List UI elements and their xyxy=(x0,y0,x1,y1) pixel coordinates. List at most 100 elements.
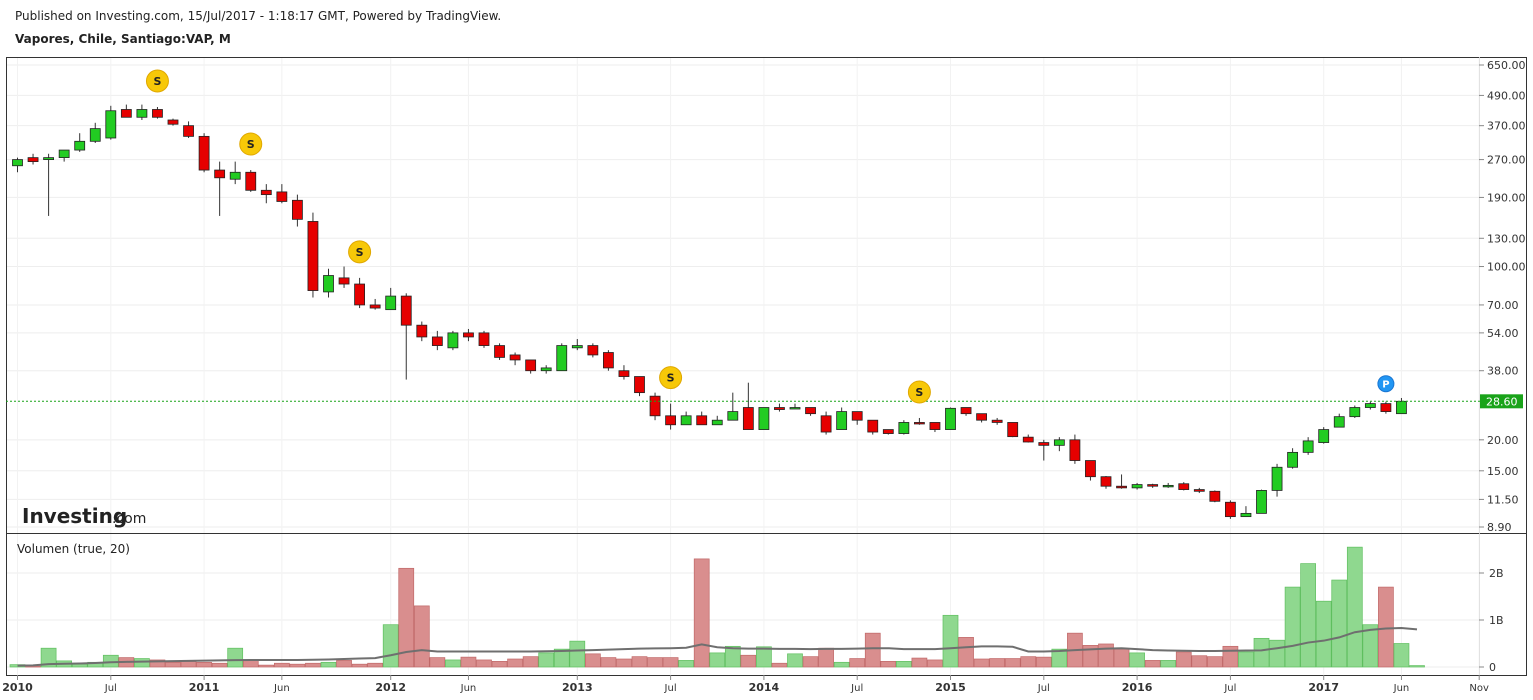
candle-body xyxy=(945,407,956,430)
candle-body xyxy=(431,336,443,346)
candle-body xyxy=(1240,512,1252,518)
candle-body xyxy=(276,191,288,202)
candle-body xyxy=(12,159,23,167)
candle-body xyxy=(1100,476,1112,487)
candle-body xyxy=(1318,429,1330,443)
volume-bar xyxy=(320,661,337,668)
grid-lines xyxy=(7,58,1480,675)
candle-body xyxy=(649,395,661,417)
candle-body xyxy=(307,221,319,291)
candle-body xyxy=(820,415,832,433)
volume-bar xyxy=(1082,645,1099,668)
price-tick-label: 190.00 xyxy=(1487,191,1526,204)
volume-bar xyxy=(1206,656,1223,668)
candle-body xyxy=(1038,442,1050,446)
price-tick-label: 15.00 xyxy=(1487,465,1519,478)
volume-bar xyxy=(787,653,803,668)
time-tick-label: 2014 xyxy=(749,681,780,694)
volume-bar xyxy=(1269,639,1285,668)
volume-bar xyxy=(662,657,679,668)
price-pane[interactable] xyxy=(6,57,1527,534)
candle-body xyxy=(929,422,941,430)
volume-bar xyxy=(71,663,88,668)
candle-body xyxy=(120,109,132,118)
volume-bar xyxy=(756,646,772,668)
volume-bar xyxy=(678,660,695,668)
candle-body xyxy=(89,128,101,142)
volume-bar xyxy=(382,624,399,668)
candle-body xyxy=(105,110,117,139)
candle-body xyxy=(1193,489,1205,492)
candle-body xyxy=(400,295,412,326)
candle-body xyxy=(291,199,303,220)
volume-bar xyxy=(336,660,352,668)
volume-bar xyxy=(584,653,601,668)
time-axis: 2010 Jul 2011 Jun 2012 Jun 2013 Jul 2014 Jul 2015 J… xyxy=(2,675,1489,694)
candle-body xyxy=(478,332,490,346)
price-tick-label: 11.50 xyxy=(1487,493,1519,506)
volume-bar xyxy=(274,662,290,668)
candle-body xyxy=(1271,466,1283,491)
candle-body xyxy=(727,411,739,421)
candle-body xyxy=(1302,440,1314,453)
marker-label: S xyxy=(153,75,161,88)
candle-body xyxy=(603,352,614,369)
volume-label: Volumen (true, 20) xyxy=(17,542,130,556)
volume-tick-label: 1B xyxy=(1489,614,1504,627)
candle-body xyxy=(1131,484,1143,489)
candle-body xyxy=(245,171,257,191)
candle-body xyxy=(1333,416,1345,428)
candle-body xyxy=(1349,407,1361,418)
volume-bar xyxy=(1284,586,1301,668)
candle-body xyxy=(1053,439,1065,446)
volume-bar xyxy=(429,657,446,668)
time-tick-label: 2010 xyxy=(2,681,33,694)
time-tick-label: 2016 xyxy=(1122,681,1153,694)
volume-bar xyxy=(1300,563,1317,668)
candle-body xyxy=(229,171,241,180)
volume-bar xyxy=(1113,648,1130,668)
candle-body xyxy=(167,119,179,125)
volume-bar xyxy=(1331,579,1348,668)
marker-label: S xyxy=(247,138,255,151)
volume-bar xyxy=(196,661,212,668)
time-tick-label: Nov xyxy=(1469,683,1489,694)
volume-bar xyxy=(1051,648,1068,668)
candle-body xyxy=(463,332,474,338)
candle-body xyxy=(1022,436,1034,443)
publish-info: Published on Investing.com, 15/Jul/2017 … xyxy=(15,9,502,23)
volume-bar xyxy=(864,632,881,668)
volume-bar xyxy=(538,652,555,668)
candle-body xyxy=(867,419,879,433)
candle-body xyxy=(774,407,785,410)
volume-bar xyxy=(1409,665,1425,668)
volume-bar xyxy=(989,658,1006,668)
event-markers[interactable]: S S S S S P xyxy=(145,69,1395,404)
price-tick-label: 490.00 xyxy=(1487,89,1526,102)
s-marker-icon xyxy=(145,69,169,93)
volume-bar xyxy=(476,659,492,668)
logo-suffix: .com xyxy=(112,511,146,527)
price-tick-label: 8.90 xyxy=(1487,521,1512,534)
volume-bar xyxy=(1144,660,1161,668)
candle-body xyxy=(494,345,505,358)
time-tick-label: Jul xyxy=(1037,683,1050,694)
candle-body xyxy=(540,367,552,372)
candle-body xyxy=(136,109,148,118)
candle-body xyxy=(960,407,972,415)
candle-body xyxy=(385,295,397,311)
volume-bar xyxy=(724,645,741,668)
price-tick-label: 70.00 xyxy=(1487,299,1519,312)
volume-bar xyxy=(40,647,57,668)
candle-body xyxy=(525,359,537,372)
investing-logo: Investing .com xyxy=(22,504,146,528)
candle-body xyxy=(1364,403,1376,408)
volume-bar xyxy=(102,654,119,668)
time-tick-label: 2011 xyxy=(189,681,220,694)
volume-bar xyxy=(693,558,710,668)
candle-body xyxy=(898,422,910,434)
candle-body xyxy=(447,332,459,349)
volume-bar xyxy=(289,663,306,668)
volume-bar xyxy=(258,664,275,668)
